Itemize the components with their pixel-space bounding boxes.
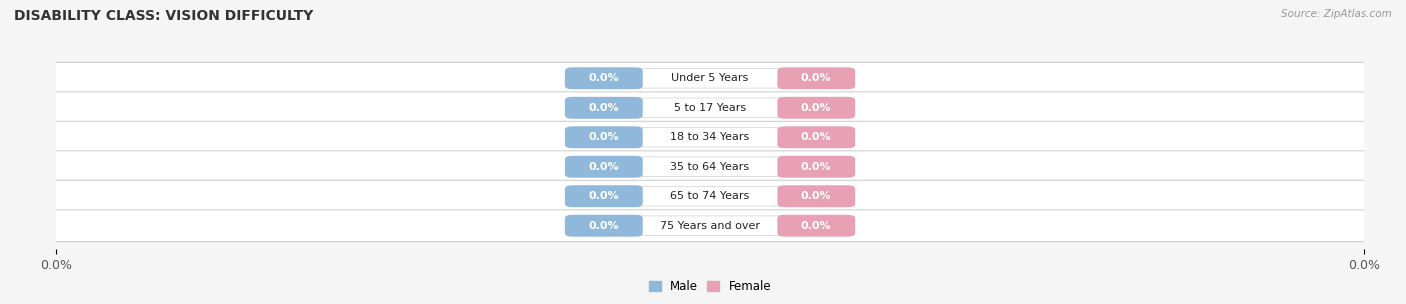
FancyBboxPatch shape — [45, 151, 1375, 183]
FancyBboxPatch shape — [565, 97, 643, 119]
Text: Under 5 Years: Under 5 Years — [672, 73, 748, 83]
FancyBboxPatch shape — [45, 121, 1375, 153]
FancyBboxPatch shape — [565, 67, 643, 89]
Text: 0.0%: 0.0% — [801, 221, 831, 231]
FancyBboxPatch shape — [45, 210, 1375, 242]
Text: 35 to 64 Years: 35 to 64 Years — [671, 162, 749, 172]
Text: 65 to 74 Years: 65 to 74 Years — [671, 191, 749, 201]
FancyBboxPatch shape — [633, 157, 787, 177]
FancyBboxPatch shape — [778, 156, 855, 178]
Text: 0.0%: 0.0% — [589, 191, 619, 201]
FancyBboxPatch shape — [45, 180, 1375, 212]
FancyBboxPatch shape — [565, 126, 643, 148]
Text: 0.0%: 0.0% — [801, 191, 831, 201]
Text: 0.0%: 0.0% — [589, 162, 619, 172]
FancyBboxPatch shape — [633, 186, 787, 206]
Text: DISABILITY CLASS: VISION DIFFICULTY: DISABILITY CLASS: VISION DIFFICULTY — [14, 9, 314, 23]
FancyBboxPatch shape — [633, 68, 787, 88]
FancyBboxPatch shape — [778, 126, 855, 148]
Text: 0.0%: 0.0% — [589, 221, 619, 231]
Text: 75 Years and over: 75 Years and over — [659, 221, 761, 231]
FancyBboxPatch shape — [633, 127, 787, 147]
Legend: Male, Female: Male, Female — [644, 275, 776, 298]
FancyBboxPatch shape — [45, 92, 1375, 124]
FancyBboxPatch shape — [565, 215, 643, 237]
FancyBboxPatch shape — [633, 98, 787, 118]
Text: Source: ZipAtlas.com: Source: ZipAtlas.com — [1281, 9, 1392, 19]
Text: 0.0%: 0.0% — [801, 162, 831, 172]
Text: 0.0%: 0.0% — [589, 103, 619, 113]
Text: 0.0%: 0.0% — [589, 73, 619, 83]
Text: 0.0%: 0.0% — [801, 103, 831, 113]
Text: 0.0%: 0.0% — [801, 132, 831, 142]
FancyBboxPatch shape — [778, 67, 855, 89]
FancyBboxPatch shape — [778, 215, 855, 237]
FancyBboxPatch shape — [633, 216, 787, 236]
FancyBboxPatch shape — [565, 185, 643, 207]
Text: 5 to 17 Years: 5 to 17 Years — [673, 103, 747, 113]
Text: 0.0%: 0.0% — [589, 132, 619, 142]
FancyBboxPatch shape — [778, 185, 855, 207]
Text: 18 to 34 Years: 18 to 34 Years — [671, 132, 749, 142]
FancyBboxPatch shape — [565, 156, 643, 178]
FancyBboxPatch shape — [778, 97, 855, 119]
Text: 0.0%: 0.0% — [801, 73, 831, 83]
FancyBboxPatch shape — [45, 62, 1375, 94]
